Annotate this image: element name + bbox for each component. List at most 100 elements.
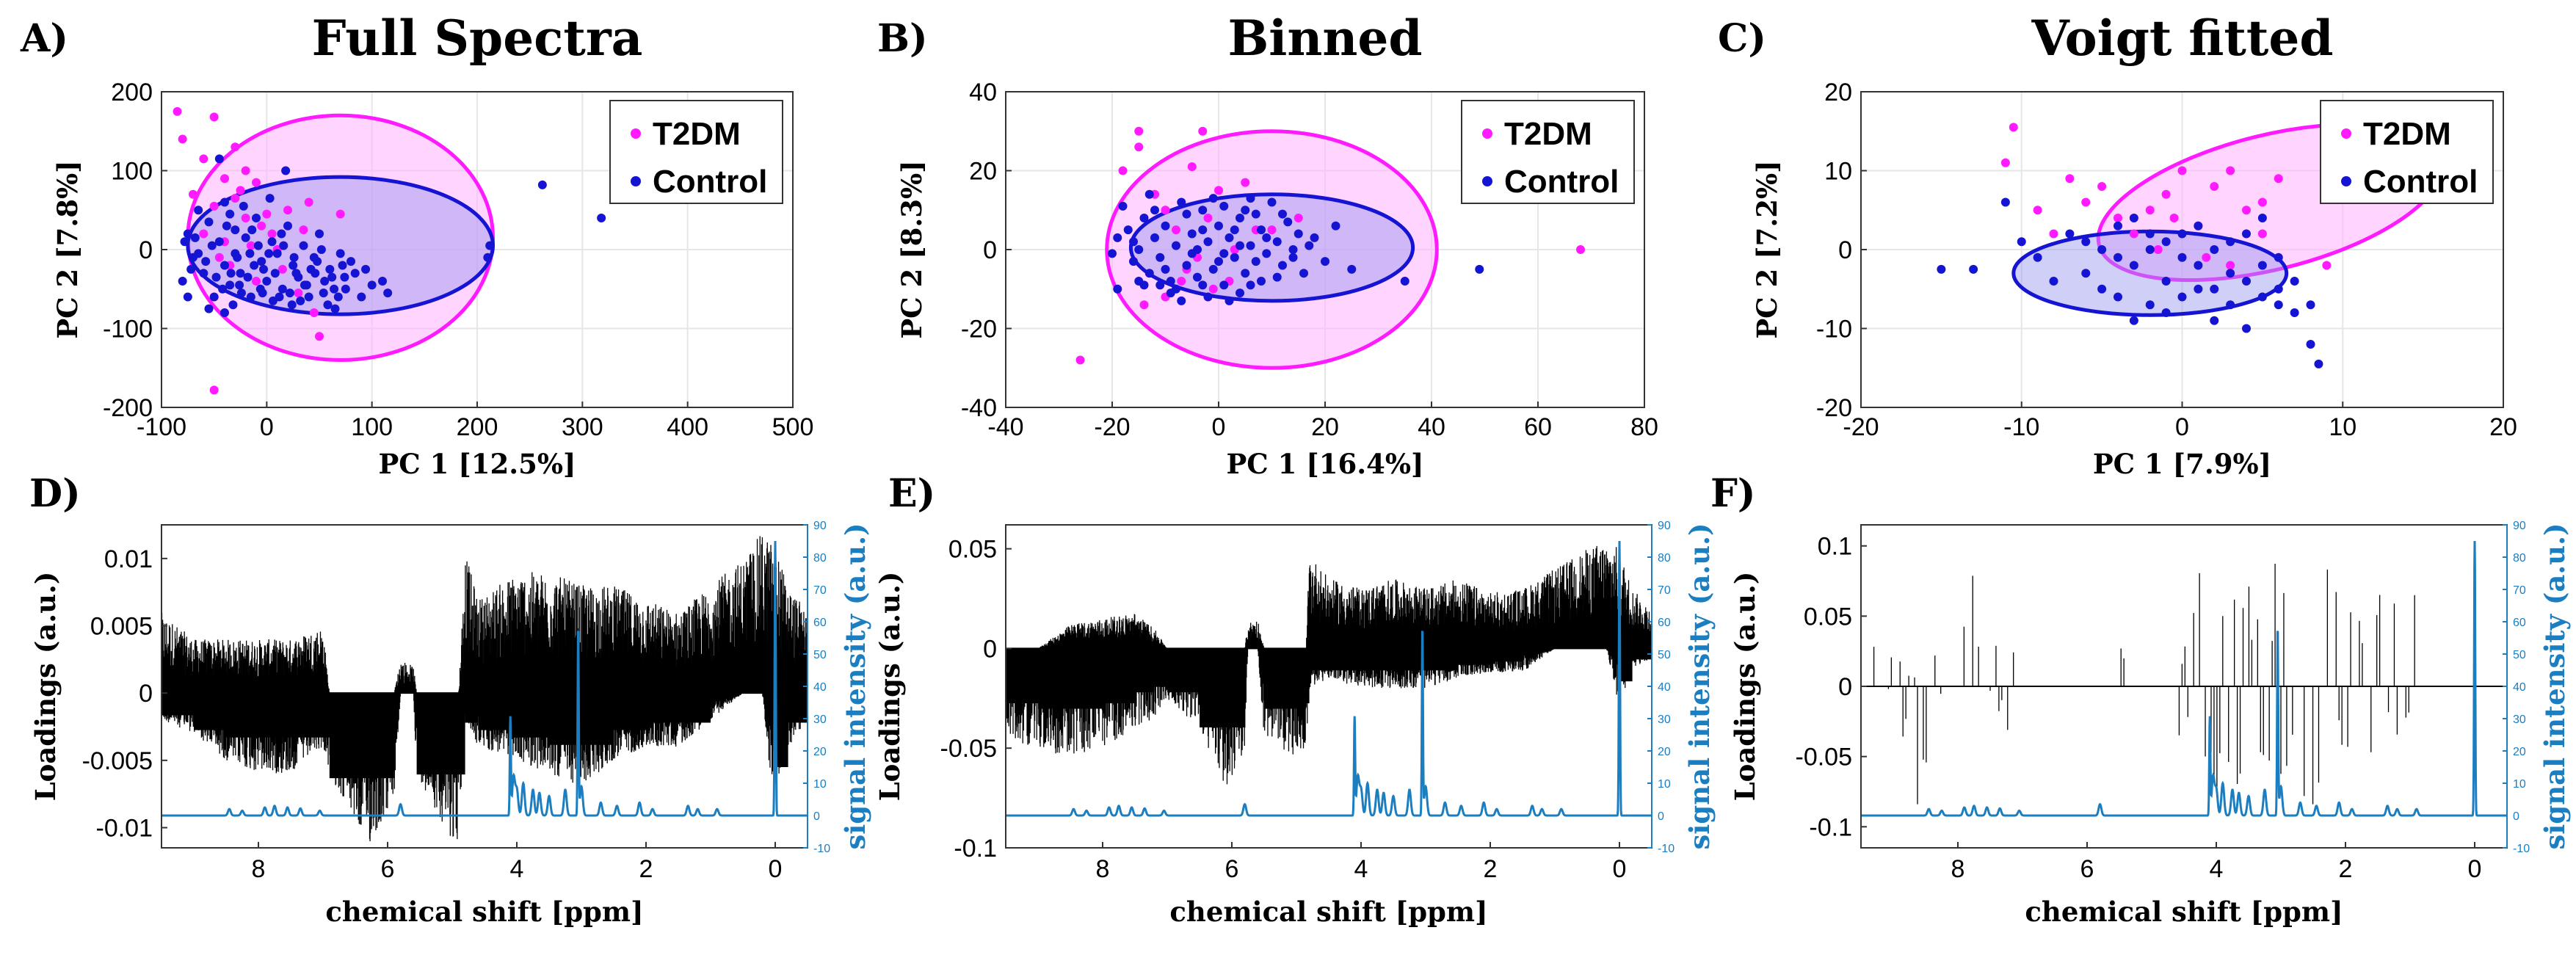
nmr-spectrum-line: [162, 540, 808, 817]
data-point-control: [1331, 221, 1340, 230]
loadings-block: [1103, 648, 1135, 704]
panel-e: E)8 6 4 2 00.050-0.05-0.19080706050403020100…: [874, 471, 1716, 928]
data-point-t2dm: [209, 385, 219, 395]
data-point-control: [2257, 214, 2267, 222]
loadings-block: [465, 693, 479, 723]
y-tick-label: 10: [1824, 158, 1852, 186]
y-tick-label: -0.005: [82, 747, 153, 775]
data-point-t2dm: [2129, 229, 2138, 239]
y-tick-label: -0.1: [1809, 813, 1852, 841]
loadings-block: [1458, 648, 1490, 665]
data-point-control: [378, 277, 387, 286]
data-point-t2dm: [1172, 225, 1180, 235]
data-point-control: [226, 269, 236, 278]
y2-tick-label: 30: [1658, 713, 1671, 726]
data-point-control: [204, 217, 214, 227]
y2-tick-label: 60: [813, 617, 827, 629]
data-point-control: [537, 180, 547, 189]
data-point-control: [1262, 233, 1271, 242]
data-point-control: [214, 237, 224, 247]
data-point-control: [211, 272, 221, 282]
loadings-block: [162, 693, 194, 716]
data-point-control: [320, 277, 330, 286]
panel-label-a: A): [20, 16, 68, 61]
x-axis-label: PC 1 [7.9%]: [2093, 448, 2271, 480]
data-point-control: [2114, 253, 2122, 262]
data-point-t2dm: [2202, 253, 2211, 262]
y2-tick-label: 40: [813, 681, 827, 694]
legend-marker-t2dm: [1482, 128, 1492, 139]
loadings-block: [1306, 648, 1310, 704]
data-point-control: [225, 209, 235, 219]
data-point-control: [330, 284, 339, 294]
data-point-control: [1241, 206, 1250, 215]
data-point-control: [1321, 257, 1329, 266]
y2-tick-label: 90: [813, 520, 827, 532]
data-point-control: [350, 269, 360, 278]
data-point-control: [220, 197, 229, 207]
data-point-control: [183, 292, 192, 302]
data-point-control: [1219, 249, 1229, 258]
y-tick-label: -100: [103, 316, 153, 344]
loadings-block: [1426, 648, 1458, 671]
loadings-block: [1619, 648, 1633, 682]
data-point-control: [220, 308, 229, 317]
data-point-control: [330, 304, 340, 313]
data-point-control: [2226, 300, 2235, 310]
panel-a: A) Full Spectra-100 0 100 200 300 400 500-200-1…: [20, 10, 813, 480]
legend-box: [2320, 100, 2494, 204]
y2-tick-label: 10: [1658, 778, 1671, 791]
data-point-control: [204, 304, 214, 313]
loadings-block: [1167, 648, 1200, 693]
data-point-control: [2290, 277, 2299, 286]
data-point-control: [1230, 253, 1239, 262]
x-tick-label: 2: [1484, 855, 1498, 883]
loadings-block: [788, 693, 808, 723]
data-point-control: [1187, 229, 1197, 239]
data-point-control: [2145, 229, 2155, 239]
x-tick-label: 0: [1613, 855, 1627, 883]
data-point-t2dm: [1198, 126, 1208, 136]
series-control: [178, 154, 606, 317]
data-point-control: [241, 233, 250, 242]
data-point-control: [262, 277, 272, 286]
data-point-control: [1139, 214, 1149, 222]
x-axis-label: chemical shift [ppm]: [2025, 896, 2343, 928]
x-axis-label: PC 1 [16.4%]: [1226, 448, 1423, 480]
x-tick-label: 20: [1311, 413, 1339, 441]
data-point-control: [287, 300, 297, 310]
x-tick-label: 0: [2468, 855, 2482, 883]
data-point-control: [2210, 284, 2219, 294]
data-point-control: [1310, 233, 1319, 242]
data-point-t2dm: [2257, 197, 2267, 207]
data-point-control: [186, 264, 196, 274]
data-point-control: [1219, 280, 1229, 290]
y-tick-label: -0.1: [954, 835, 997, 863]
data-point-control: [1278, 209, 1287, 219]
data-point-control: [1272, 272, 1282, 282]
y-axis-label: Loadings (a.u.): [29, 572, 62, 802]
loadings-block: [1225, 648, 1245, 727]
data-point-control: [1193, 272, 1202, 282]
data-point-t2dm: [246, 241, 255, 250]
data-point-control: [225, 280, 235, 290]
data-point-t2dm: [231, 194, 240, 203]
data-point-control: [1305, 241, 1314, 250]
data-point-control: [2290, 308, 2299, 317]
panel-d: D)8 6 4 2 00.010.0050-0.005-0.01908070605040…: [29, 471, 871, 928]
data-point-control: [201, 257, 211, 266]
data-point-control: [1182, 209, 1191, 219]
y2-tick-label: 50: [813, 649, 827, 661]
data-point-control: [2033, 253, 2042, 262]
y2-tick-label: 20: [2513, 746, 2526, 758]
data-point-control: [383, 288, 393, 298]
x-tick-label: 300: [562, 413, 603, 441]
data-point-control: [325, 264, 335, 274]
loadings-block: [1154, 648, 1167, 687]
data-point-control: [1134, 245, 1144, 254]
data-point-control: [1283, 217, 1293, 227]
data-point-control: [2065, 229, 2075, 239]
data-point-control: [2114, 292, 2122, 302]
loadings-block: [258, 693, 291, 738]
